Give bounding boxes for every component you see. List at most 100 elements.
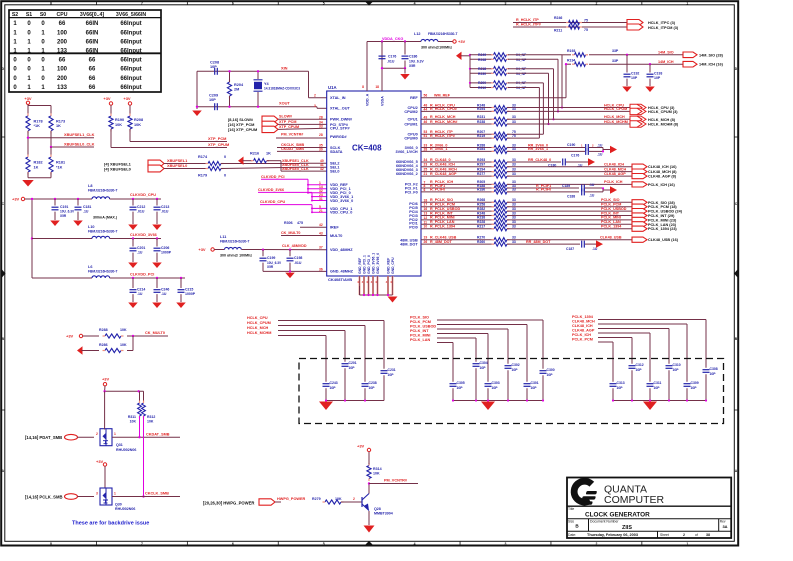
svg-text:0: 0 [27,67,31,73]
svg-text:+3V: +3V [12,197,20,202]
svg-text:+3V: +3V [103,96,111,101]
svg-text:10K: 10K [147,420,154,424]
svg-text:PCLK_MINI (23): PCLK_MINI (23) [648,218,677,222]
svg-text:VDD_48MHZ: VDD_48MHZ [330,248,353,252]
svg-text:0: 0 [13,67,17,73]
svg-text:GND_REF: GND_REF [386,258,390,274]
svg-text:L8: L8 [88,184,92,188]
svg-text:C310: C310 [673,363,681,367]
svg-text:L11: L11 [220,235,226,239]
svg-text:31: 31 [319,197,323,201]
svg-text:28: 28 [319,133,323,137]
svg-text:R_48M_DOT: R_48M_DOT [430,240,452,244]
svg-text:SDATA: SDATA [330,150,343,154]
svg-text:R200: R200 [478,81,486,85]
svg-text:1: 1 [581,144,583,148]
svg-text:C312: C312 [636,363,644,367]
svg-text:10K: 10K [373,472,380,476]
svg-text:C238: C238 [369,381,377,385]
svg-text:CK408T/AVB: CK408T/AVB [328,277,352,282]
svg-text:14: 14 [319,185,323,189]
svg-text:HCLK_CPUM (3): HCLK_CPUM (3) [648,110,678,114]
svg-text:2: 2 [683,533,685,537]
svg-text:R_PCLK_MINI: R_PCLK_MINI [430,216,455,220]
svg-text:66Input: 66Input [120,85,141,91]
svg-text:S0: S0 [40,12,46,18]
svg-text:1: 1 [686,2,688,6]
svg-text:33: 33 [512,236,516,240]
svg-text:GND_3V66_0: GND_3V66_0 [376,253,380,274]
svg-text:10P: 10P [631,76,638,80]
svg-text:2: 2 [96,432,98,436]
svg-text:56: 56 [424,94,428,98]
svg-text:10P: 10P [617,386,624,390]
svg-text:66: 66 [89,58,96,64]
svg-text:R179: R179 [198,174,207,178]
svg-text:CLKVDD_CPU: CLKVDD_CPU [130,193,156,197]
svg-text:66IN: 66IN [86,40,99,46]
svg-text:U1A: U1A [328,85,337,90]
svg-text:HCLK_CPUM: HCLK_CPUM [247,321,271,325]
svg-text:33: 33 [512,207,516,211]
svg-text:CLK48_AGP: CLK48_AGP [572,329,595,333]
svg-text:R_CLK48_USB: R_CLK48_USB [430,236,457,240]
svg-text:*1K: *1K [34,124,41,128]
svg-text:R_HCLK_ITP#: R_HCLK_ITP# [430,134,455,138]
svg-text:0: 0 [224,174,226,178]
svg-text:300 ohm@ 100Mhz: 300 ohm@ 100Mhz [220,254,252,258]
svg-text:17: 17 [424,203,428,207]
svg-text:1: 1 [686,542,688,546]
svg-text:66Input: 66Input [120,76,141,82]
svg-text:VSSA: VSSA [380,96,384,106]
svg-text:CLKVDD_CPU: CLKVDD_CPU [260,200,286,204]
svg-text:33: 33 [512,158,516,162]
svg-text:1: 1 [13,21,17,27]
svg-text:Q28: Q28 [374,507,381,511]
svg-text:C206: C206 [161,246,169,250]
svg-text:33: 33 [512,167,516,171]
svg-text:SEL2: SEL2 [330,162,340,166]
svg-text:1: 1 [114,492,116,496]
svg-text:PCLK_USBOD: PCLK_USBOD [601,207,627,211]
svg-text:PCLK_INT: PCLK_INT [601,211,620,215]
svg-text:10P: 10P [209,98,216,102]
svg-text:33P: 33P [612,59,619,63]
svg-text:14M_SIO: 14M_SIO [658,50,674,54]
svg-text:C180: C180 [548,164,556,168]
svg-text:PWRGD#: PWRGD# [330,135,348,139]
svg-text:R268: R268 [477,198,485,202]
svg-text:2: 2 [595,2,597,6]
svg-text:R_HCLK_CPU#: R_HCLK_CPU# [430,107,457,111]
svg-text:14M_SIO (28): 14M_SIO (28) [699,53,724,57]
svg-text:C189: C189 [562,184,570,188]
svg-text:VDD_A: VDD_A [365,93,369,106]
svg-text:C187: C187 [566,247,574,251]
svg-text:XBUFSE0_CLK: XBUFSE0_CLK [282,167,309,171]
svg-text:HWPG_POWER: HWPG_POWER [277,497,306,501]
svg-text:33: 33 [512,143,516,147]
svg-text:PCLK_PCM: PCLK_PCM [572,338,593,342]
svg-text:37: 37 [319,246,323,250]
svg-text:C186: C186 [409,55,417,59]
svg-text:VDD_3V66_0: VDD_3V66_0 [330,199,353,203]
svg-text:A: A [735,469,738,473]
svg-text:.1U: .1U [589,183,595,187]
svg-text:GND_3V66_1: GND_3V66_1 [371,253,375,274]
svg-text:0: 0 [27,58,31,64]
svg-text:1: 1 [41,67,45,73]
svg-text:SEL1: SEL1 [330,166,340,170]
svg-text:C246: C246 [161,288,169,292]
svg-text:R297: R297 [477,163,485,167]
svg-text:1K: 1K [56,124,61,128]
svg-text:35: 35 [319,143,323,147]
svg-text:66Input: 66Input [120,58,141,64]
svg-text:D: D [735,67,738,71]
svg-text:.1U: .1U [137,292,143,296]
svg-text:CPUM0: CPUM0 [404,137,417,141]
svg-text:CLKVDD_PCI: CLKVDD_PCI [261,175,285,179]
svg-text:+3V: +3V [102,377,110,382]
svg-text:XOUT: XOUT [279,101,290,106]
svg-text:2: 2 [314,93,316,97]
svg-text:CLK48_AGP (8): CLK48_AGP (8) [648,175,677,179]
svg-text:HCLK_CPU: HCLK_CPU [247,316,268,320]
